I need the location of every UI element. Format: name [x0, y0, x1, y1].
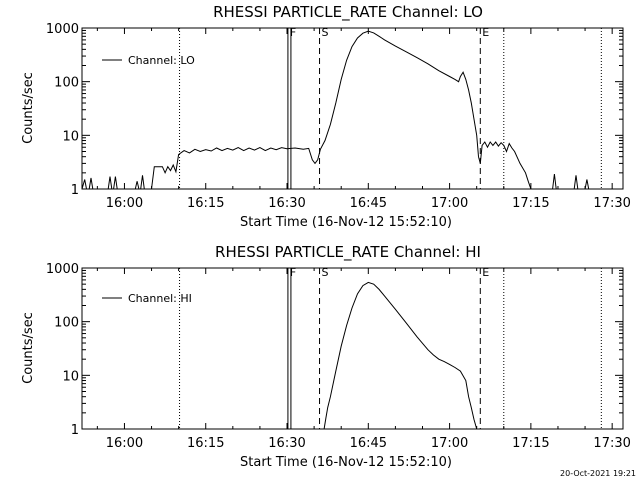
y-tick-label-hi-2: 100 [54, 316, 79, 331]
y-tick-label-lo-2: 100 [54, 76, 79, 91]
chart-title-lo: RHESSI PARTICLE_RATE Channel: LO [213, 3, 483, 22]
x-tick-label-lo-5: 17:15 [512, 196, 549, 211]
y-tick-label-hi-3: 1000 [46, 262, 79, 277]
series-line-hi [323, 281, 478, 430]
legend-label-hi: Channel: HI [128, 292, 192, 305]
x-axis-label-lo: Start Time (16-Nov-12 15:52:10) [240, 215, 452, 230]
legend-lo: Channel: LO [102, 54, 195, 67]
panel-lo: RHESSI PARTICLE_RATE Channel: LO F S E 16:… [21, 3, 631, 230]
y-axis-label-lo: Counts/sec [21, 72, 36, 144]
marker-label-hi-1: S [322, 266, 329, 279]
marker-label-hi-0: F [290, 266, 296, 279]
y-tick-label-lo-1: 10 [62, 129, 79, 144]
x-tick-label-lo-4: 17:00 [431, 196, 468, 211]
plot-area-lo: F S E 16:00 16:15 16:30 16:45 17:00 17:15 17:30 1… [46, 22, 631, 211]
y-tick-label-hi-1: 10 [62, 369, 79, 384]
marker-label-hi-2: E [482, 266, 489, 279]
x-tick-label-hi-6: 17:30 [593, 436, 630, 451]
date-stamp: 20-Oct-2021 19:21 [560, 469, 636, 478]
x-axis-label-hi: Start Time (16-Nov-12 15:52:10) [240, 455, 452, 470]
x-tick-label-lo-3: 16:45 [350, 196, 387, 211]
plot-area-hi: F S E 16:00 16:15 16:30 16:45 17:00 17:15 17:30 1… [46, 262, 631, 451]
plot-frame-lo [81, 27, 624, 190]
marker-label-lo-2: E [482, 26, 489, 39]
x-tick-label-hi-1: 16:15 [187, 436, 224, 451]
y-tick-label-lo-0: 1 [71, 183, 79, 198]
marker-label-lo-1: S [322, 26, 329, 39]
legend-label-lo: Channel: LO [128, 54, 195, 67]
marker-label-lo-0: F [290, 26, 296, 39]
x-tick-label-hi-4: 17:00 [431, 436, 468, 451]
x-tick-label-hi-2: 16:30 [268, 436, 305, 451]
y-tick-label-lo-3: 1000 [46, 22, 79, 37]
legend-hi: Channel: HI [102, 292, 192, 305]
x-tick-label-hi-5: 17:15 [512, 436, 549, 451]
y-tick-label-hi-0: 1 [71, 423, 79, 438]
x-tick-label-lo-2: 16:30 [268, 196, 305, 211]
panel-hi: RHESSI PARTICLE_RATE Channel: HI F S E 16:… [21, 243, 631, 470]
y-axis-label-hi: Counts/sec [21, 312, 36, 384]
x-tick-label-lo-6: 17:30 [593, 196, 630, 211]
x-tick-label-lo-1: 16:15 [187, 196, 224, 211]
plot-frame-hi [81, 267, 624, 430]
x-tick-label-hi-3: 16:45 [350, 436, 387, 451]
chart-title-hi: RHESSI PARTICLE_RATE Channel: HI [215, 243, 481, 262]
x-tick-label-hi-0: 16:00 [106, 436, 143, 451]
x-tick-label-lo-0: 16:00 [106, 196, 143, 211]
